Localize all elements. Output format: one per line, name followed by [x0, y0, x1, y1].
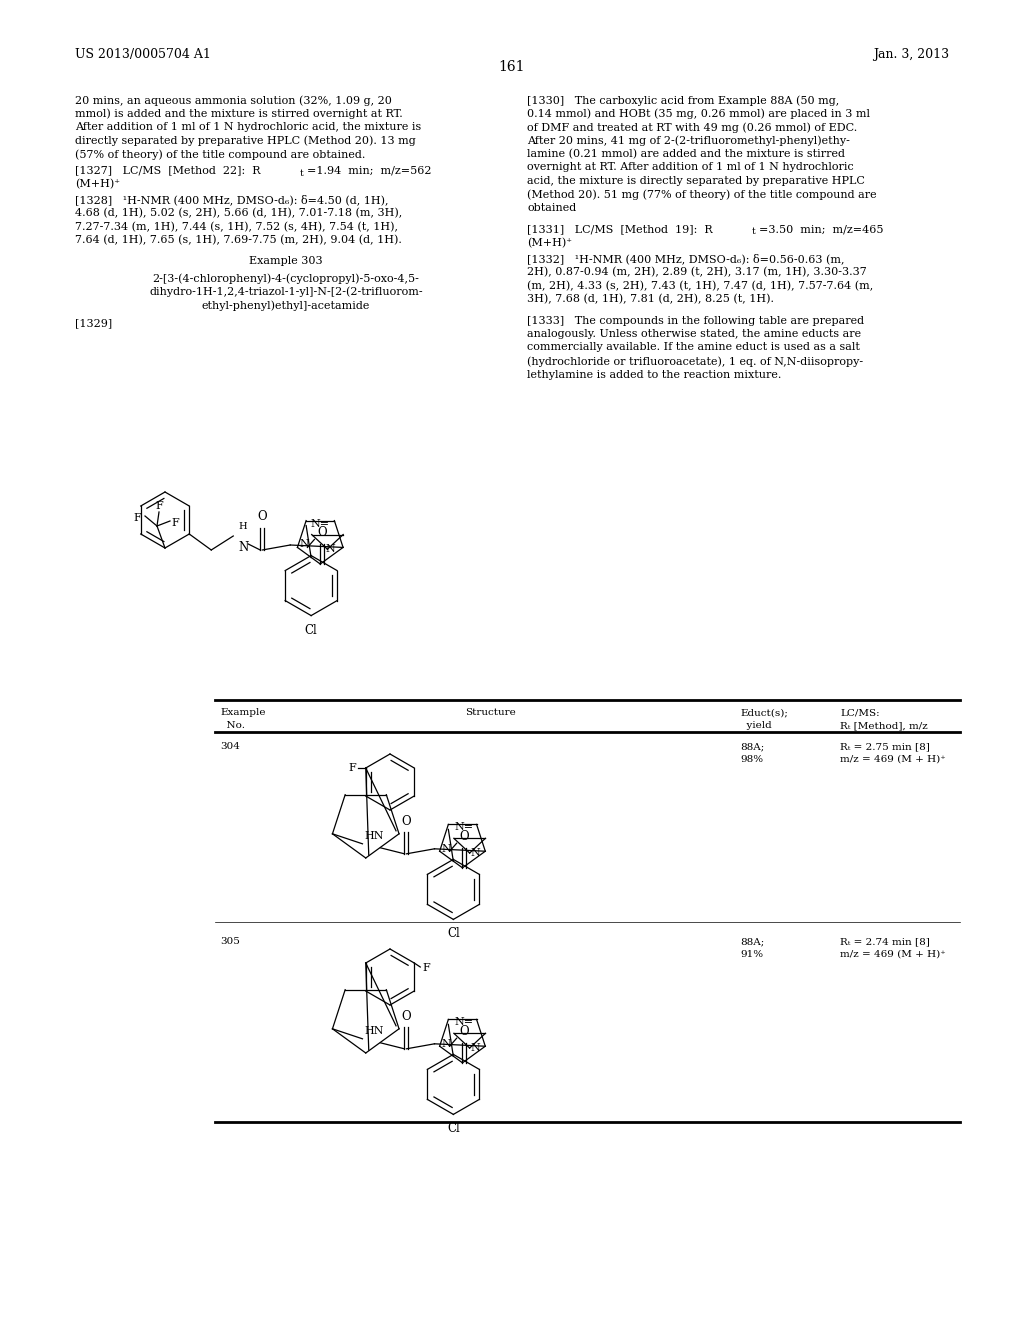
Text: O: O — [460, 830, 469, 842]
Text: lamine (0.21 mmol) are added and the mixture is stirred: lamine (0.21 mmol) are added and the mix… — [527, 149, 845, 160]
Text: t: t — [752, 227, 756, 236]
Text: N: N — [441, 1039, 452, 1049]
Text: O: O — [401, 1010, 412, 1023]
Text: 304: 304 — [220, 742, 240, 751]
Text: ethyl-phenyl)ethyl]-acetamide: ethyl-phenyl)ethyl]-acetamide — [202, 300, 371, 310]
Text: directly separated by preparative HPLC (Method 20). 13 mg: directly separated by preparative HPLC (… — [75, 136, 416, 147]
Text: m/z = 469 (M + H)⁺: m/z = 469 (M + H)⁺ — [840, 950, 946, 960]
Text: 7.27-7.34 (m, 1H), 7.44 (s, 1H), 7.52 (s, 4H), 7.54 (t, 1H),: 7.27-7.34 (m, 1H), 7.44 (s, 1H), 7.52 (s… — [75, 222, 398, 232]
Text: [1331]   LC/MS  [Method  19]:  R: [1331] LC/MS [Method 19]: R — [527, 224, 713, 235]
Text: t: t — [300, 169, 304, 177]
Text: [1327]   LC/MS  [Method  22]:  R: [1327] LC/MS [Method 22]: R — [75, 165, 260, 176]
Text: Jan. 3, 2013: Jan. 3, 2013 — [872, 48, 949, 61]
Text: Rₜ [Method], m/z: Rₜ [Method], m/z — [840, 721, 928, 730]
Text: (hydrochloride or trifluoroacetate), 1 eq. of N,N-diisopropy-: (hydrochloride or trifluoroacetate), 1 e… — [527, 356, 863, 367]
Text: N=: N= — [455, 822, 473, 833]
Text: =3.50  min;  m/z=465: =3.50 min; m/z=465 — [759, 224, 884, 235]
Text: [1332]   ¹H-NMR (400 MHz, DMSO-d₆): δ=0.56-0.63 (m,: [1332] ¹H-NMR (400 MHz, DMSO-d₆): δ=0.56… — [527, 253, 845, 264]
Text: [1328]   ¹H-NMR (400 MHz, DMSO-d₆): δ=4.50 (d, 1H),: [1328] ¹H-NMR (400 MHz, DMSO-d₆): δ=4.50… — [75, 194, 388, 206]
Text: (M+H)⁺: (M+H)⁺ — [527, 238, 572, 248]
Text: Structure: Structure — [465, 708, 515, 717]
Text: N: N — [299, 540, 309, 549]
Text: 88A;: 88A; — [740, 742, 764, 751]
Text: F: F — [133, 513, 141, 523]
Text: N: N — [239, 541, 249, 554]
Text: H: H — [239, 521, 247, 531]
Text: F: F — [348, 763, 355, 774]
Text: 88A;: 88A; — [740, 937, 764, 946]
Text: O: O — [401, 814, 412, 828]
Text: obtained: obtained — [527, 203, 577, 213]
Text: lethylamine is added to the reaction mixture.: lethylamine is added to the reaction mix… — [527, 370, 781, 380]
Text: Cl: Cl — [447, 928, 460, 940]
Text: yield: yield — [740, 721, 772, 730]
Text: O: O — [460, 1024, 469, 1038]
Text: mmol) is added and the mixture is stirred overnight at RT.: mmol) is added and the mixture is stirre… — [75, 108, 402, 119]
Text: N: N — [326, 544, 335, 554]
Text: 2-[3-(4-chlorophenyl)-4-(cyclopropyl)-5-oxo-4,5-: 2-[3-(4-chlorophenyl)-4-(cyclopropyl)-5-… — [153, 273, 420, 284]
Text: (Method 20). 51 mg (77% of theory) of the title compound are: (Method 20). 51 mg (77% of theory) of th… — [527, 190, 877, 201]
Text: overnight at RT. After addition of 1 ml of 1 N hydrochloric: overnight at RT. After addition of 1 ml … — [527, 162, 854, 173]
Text: of DMF and treated at RT with 49 mg (0.26 mmol) of EDC.: of DMF and treated at RT with 49 mg (0.2… — [527, 121, 857, 132]
Text: 2H), 0.87-0.94 (m, 2H), 2.89 (t, 2H), 3.17 (m, 1H), 3.30-3.37: 2H), 0.87-0.94 (m, 2H), 2.89 (t, 2H), 3.… — [527, 267, 866, 277]
Text: commercially available. If the amine educt is used as a salt: commercially available. If the amine edu… — [527, 342, 860, 352]
Text: analogously. Unless otherwise stated, the amine educts are: analogously. Unless otherwise stated, th… — [527, 329, 861, 339]
Text: LC/MS:: LC/MS: — [840, 708, 880, 717]
Text: 4.68 (d, 1H), 5.02 (s, 2H), 5.66 (d, 1H), 7.01-7.18 (m, 3H),: 4.68 (d, 1H), 5.02 (s, 2H), 5.66 (d, 1H)… — [75, 209, 402, 218]
Text: [1329]: [1329] — [75, 318, 113, 329]
Text: m/z = 469 (M + H)⁺: m/z = 469 (M + H)⁺ — [840, 755, 946, 764]
Text: HN: HN — [365, 1026, 384, 1036]
Text: 0.14 mmol) and HOBt (35 mg, 0.26 mmol) are placed in 3 ml: 0.14 mmol) and HOBt (35 mg, 0.26 mmol) a… — [527, 108, 870, 119]
Text: N: N — [471, 849, 480, 858]
Text: acid, the mixture is directly separated by preparative HPLC: acid, the mixture is directly separated … — [527, 176, 865, 186]
Text: HN: HN — [365, 830, 384, 841]
Text: N: N — [441, 845, 452, 854]
Text: Cl: Cl — [447, 1122, 460, 1135]
Text: Rₜ = 2.74 min [8]: Rₜ = 2.74 min [8] — [840, 937, 930, 946]
Text: (m, 2H), 4.33 (s, 2H), 7.43 (t, 1H), 7.47 (d, 1H), 7.57-7.64 (m,: (m, 2H), 4.33 (s, 2H), 7.43 (t, 1H), 7.4… — [527, 281, 873, 290]
Text: After 20 mins, 41 mg of 2-(2-trifluoromethyl-phenyl)ethy-: After 20 mins, 41 mg of 2-(2-trifluorome… — [527, 136, 850, 147]
Text: Rₜ = 2.75 min [8]: Rₜ = 2.75 min [8] — [840, 742, 930, 751]
Text: 3H), 7.68 (d, 1H), 7.81 (d, 2H), 8.25 (t, 1H).: 3H), 7.68 (d, 1H), 7.81 (d, 2H), 8.25 (t… — [527, 294, 774, 305]
Text: =1.94  min;  m/z=562: =1.94 min; m/z=562 — [307, 165, 431, 176]
Text: N=: N= — [310, 519, 330, 528]
Text: 98%: 98% — [740, 755, 763, 764]
Text: Example: Example — [220, 708, 265, 717]
Text: [1330]   The carboxylic acid from Example 88A (50 mg,: [1330] The carboxylic acid from Example … — [527, 95, 840, 106]
Text: Educt(s);: Educt(s); — [740, 708, 787, 717]
Text: US 2013/0005704 A1: US 2013/0005704 A1 — [75, 48, 211, 61]
Text: F: F — [422, 964, 430, 973]
Text: 161: 161 — [499, 59, 525, 74]
Text: No.: No. — [220, 721, 245, 730]
Text: O: O — [257, 510, 267, 523]
Text: 305: 305 — [220, 937, 240, 946]
Text: 7.64 (d, 1H), 7.65 (s, 1H), 7.69-7.75 (m, 2H), 9.04 (d, 1H).: 7.64 (d, 1H), 7.65 (s, 1H), 7.69-7.75 (m… — [75, 235, 401, 246]
Text: (M+H)⁺: (M+H)⁺ — [75, 180, 120, 189]
Text: N=: N= — [455, 1018, 473, 1027]
Text: N: N — [471, 1043, 480, 1053]
Text: [1333]   The compounds in the following table are prepared: [1333] The compounds in the following ta… — [527, 315, 864, 326]
Text: F: F — [171, 517, 179, 528]
Text: dihydro-1H-1,2,4-triazol-1-yl]-N-[2-(2-trifluorom-: dihydro-1H-1,2,4-triazol-1-yl]-N-[2-(2-t… — [150, 286, 423, 297]
Text: O: O — [317, 525, 327, 539]
Text: 91%: 91% — [740, 950, 763, 960]
Text: Example 303: Example 303 — [249, 256, 323, 267]
Text: After addition of 1 ml of 1 N hydrochloric acid, the mixture is: After addition of 1 ml of 1 N hydrochlor… — [75, 121, 421, 132]
Text: F: F — [155, 502, 163, 511]
Text: 20 mins, an aqueous ammonia solution (32%, 1.09 g, 20: 20 mins, an aqueous ammonia solution (32… — [75, 95, 392, 106]
Text: Cl: Cl — [305, 623, 317, 636]
Text: (57% of theory) of the title compound are obtained.: (57% of theory) of the title compound ar… — [75, 149, 366, 160]
